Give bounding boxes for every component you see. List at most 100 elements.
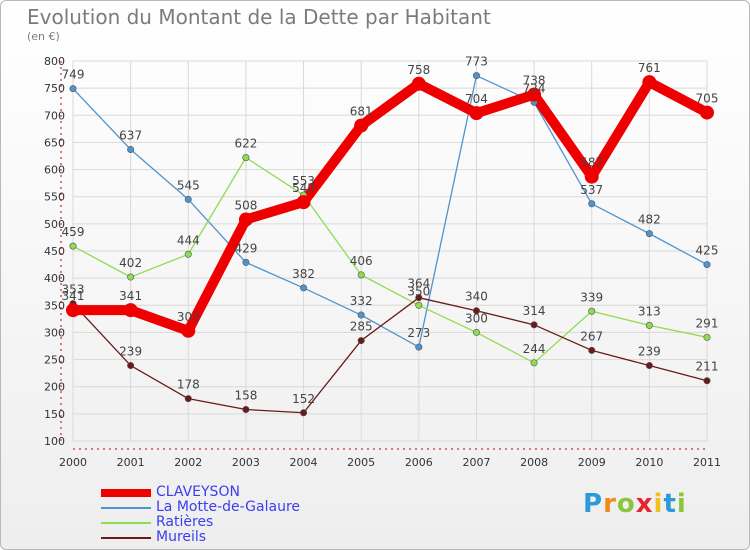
x-tick-label: 2009 [578,456,606,469]
series-lines [72,75,710,414]
data-point [184,395,192,403]
data-points [66,72,714,417]
logo-letter: r [603,489,617,519]
data-point [242,258,250,266]
legend-swatch [101,489,151,497]
data-point [300,284,308,292]
data-label: 553 [292,174,315,188]
data-point [415,301,423,309]
data-label: 364 [407,277,430,291]
data-label: 482 [638,213,661,227]
axes: 100 150 200 250 300 350 400 450 500 550 600 650 700 7… [44,55,721,469]
data-label: 341 [62,289,85,303]
data-point [588,346,596,354]
data-label: 239 [119,345,142,359]
x-tick-label: 2004 [290,456,318,469]
data-point [588,307,596,315]
x-tick-label: 2005 [347,456,375,469]
legend-label: CLAVEYSON [156,484,240,500]
data-point [296,195,311,210]
series-line-2 [72,156,708,364]
data-label: 724 [523,81,546,95]
data-label: 244 [523,342,546,356]
data-point [357,271,365,279]
y-tick-label: 500 [44,218,65,231]
data-point [184,250,192,258]
x-tick-label: 2008 [520,456,548,469]
legend-label: Ratières [156,514,214,530]
data-label: 350 [407,284,430,298]
data-label: 773 [465,55,488,69]
y-tick-label: 300 [44,326,65,339]
legend-swatch [101,507,151,509]
data-point [415,294,423,302]
data-point [357,337,365,345]
x-tick-label: 2003 [232,456,260,469]
data-point [242,154,250,162]
data-point [127,273,135,281]
y-tick-label: 150 [44,408,65,421]
data-point [530,359,538,367]
logo-letter: i [676,489,687,519]
data-point [69,242,77,250]
data-label: 540 [292,181,315,195]
data-point [530,321,538,329]
data-label: 303 [177,310,200,324]
legend-swatch [101,537,151,539]
data-label: 425 [696,244,719,258]
data-point [703,333,711,341]
data-point [588,200,596,208]
y-tick-label: 250 [44,354,65,367]
x-tick-label: 2002 [174,456,202,469]
data-point [184,195,192,203]
data-label: 340 [465,290,488,304]
data-label: 705 [696,92,719,106]
data-label: 239 [638,345,661,359]
data-point [354,118,369,133]
data-label: 622 [234,137,257,151]
data-label: 339 [580,290,603,304]
data-point [645,362,653,370]
logo-letter: o [616,489,636,519]
data-point [415,343,423,351]
x-tick-label: 2010 [635,456,663,469]
data-point [69,85,77,93]
data-label: 313 [638,304,661,318]
chart-title: Evolution du Montant de la Dette par Hab… [27,5,491,29]
data-point [472,307,480,315]
data-label: 314 [523,304,546,318]
x-tick-label: 2001 [117,456,145,469]
x-tick-label: 2006 [405,456,433,469]
data-label: 681 [350,105,373,119]
y-tick-label: 350 [44,299,65,312]
data-point [469,106,484,121]
data-point [645,321,653,329]
data-label: 273 [407,326,430,340]
data-label: 444 [177,233,200,247]
data-label: 749 [62,68,85,82]
series-line-0 [73,77,710,336]
data-point [472,72,480,80]
data-label: 152 [292,392,315,406]
y-tick-label: 400 [44,272,65,285]
data-point [411,76,426,91]
data-label: 267 [580,329,603,343]
logo-letter: i [653,489,664,519]
y-tick-label: 650 [44,136,65,149]
data-point [242,406,250,414]
logo-letter: x [635,489,654,519]
data-point [66,303,80,318]
legend-label: Mureils [156,529,207,545]
logo-letter: P [583,489,604,519]
data-point [527,87,542,102]
legend-swatch [101,522,151,524]
data-point [642,75,657,90]
data-point [703,261,711,269]
data-label: 429 [234,241,257,255]
data-label: 158 [234,389,257,403]
chart-subtitle: (en €) [27,30,60,43]
data-label: 406 [350,254,373,268]
data-labels: 341 341 303 508 540 681 758 704 738 587 761 705 749 6… [62,55,719,406]
